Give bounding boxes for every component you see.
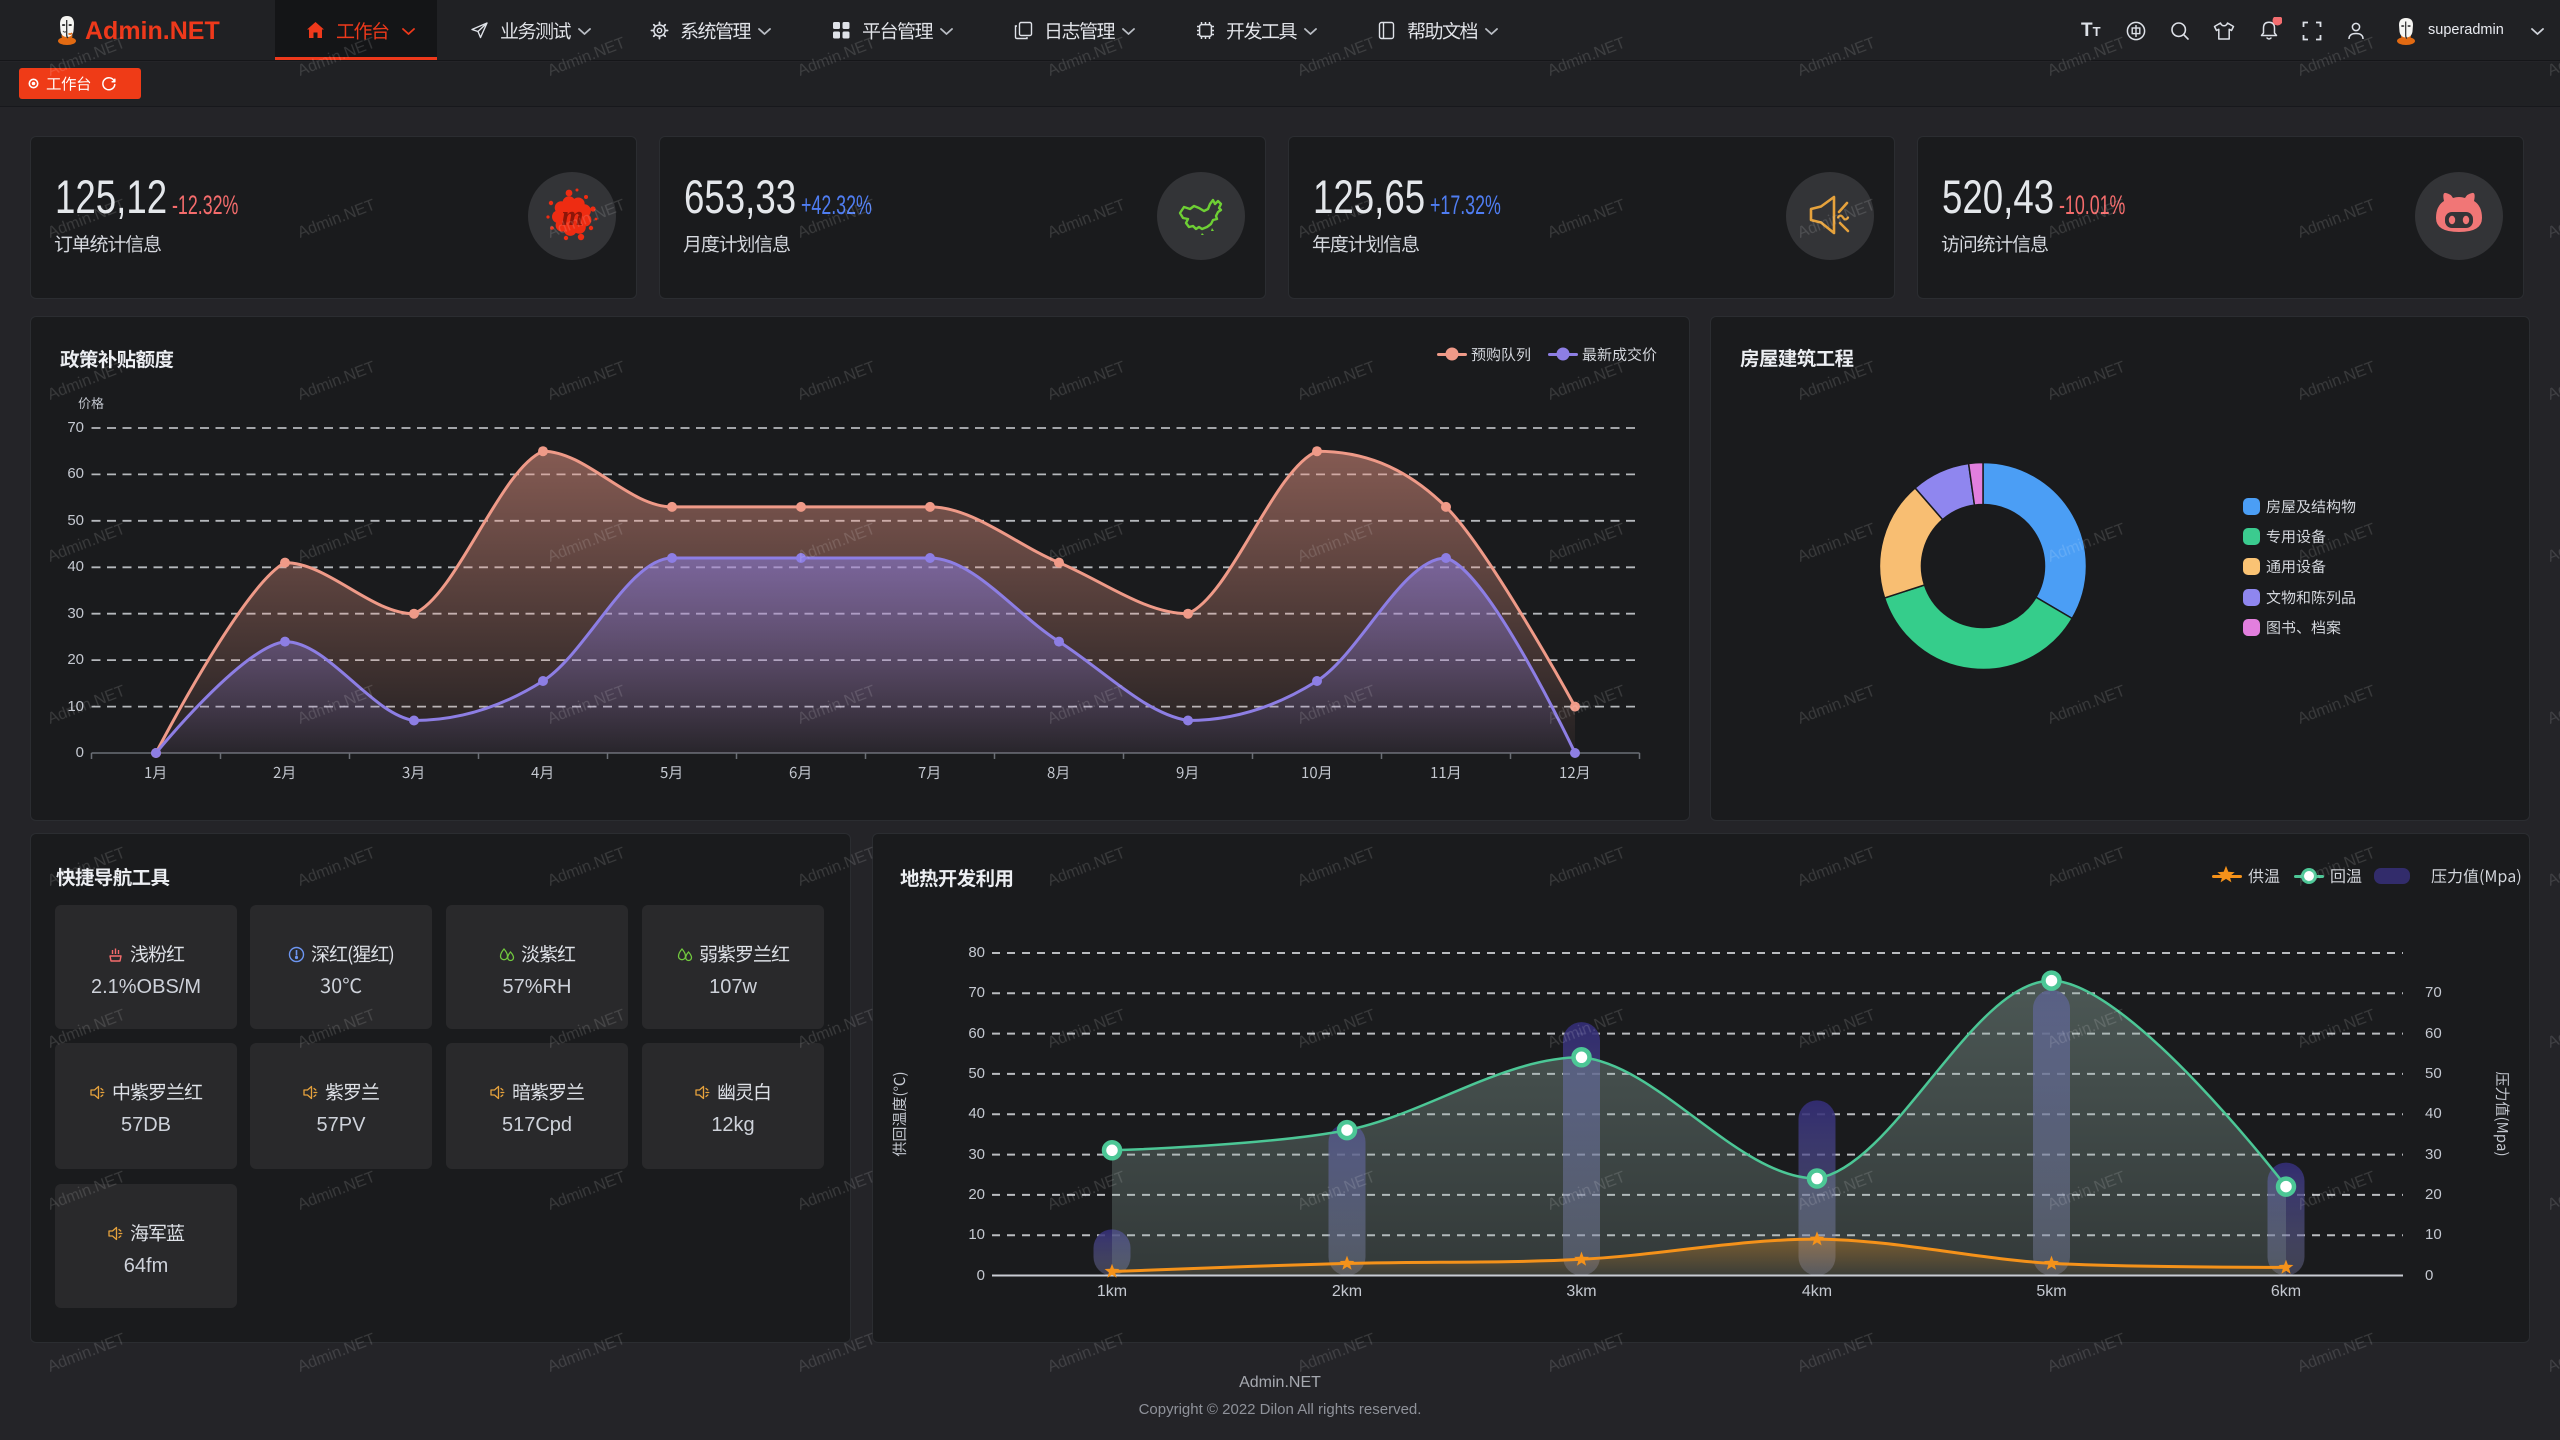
svg-text:m: m <box>562 201 584 232</box>
